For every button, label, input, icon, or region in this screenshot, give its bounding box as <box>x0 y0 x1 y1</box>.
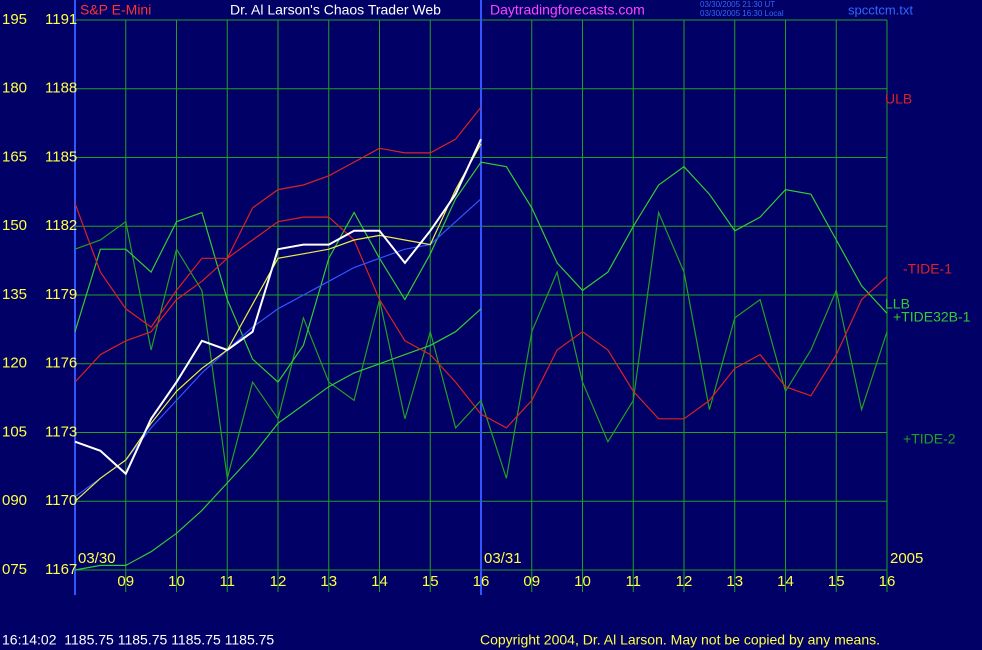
x-tick-label: 09 <box>117 573 134 590</box>
y2-tick-label: 1188 <box>45 80 77 97</box>
x-tick-label: 15 <box>422 573 439 590</box>
y-tick-label: 195 <box>2 11 27 28</box>
y-tick-label: 165 <box>2 148 27 165</box>
x-tick-label: 12 <box>676 573 693 590</box>
legend-label: +TIDE32B-1 <box>893 309 971 325</box>
instrument: S&P E-Mini <box>80 2 151 18</box>
legend-label: +TIDE-2 <box>903 431 956 447</box>
y2-tick-label: 1170 <box>45 492 77 509</box>
series-line <box>74 216 888 429</box>
y2-tick-label: 1179 <box>45 286 77 303</box>
y-tick-label: 180 <box>2 80 27 97</box>
y2-tick-label: 1191 <box>45 11 77 28</box>
x-tick-label: 10 <box>574 573 591 590</box>
y-tick-label: 120 <box>2 355 27 372</box>
website: Daytradingforecasts.com <box>490 2 645 18</box>
x-tick-label: 13 <box>726 573 743 590</box>
date-label: 03/31 <box>484 550 522 567</box>
y-tick-label: 075 <box>2 561 27 578</box>
labels: 075 090 105 120 135 150 165 180 195 1167 1170 1173 1… <box>2 11 971 590</box>
y2-tick-label: 1176 <box>45 355 77 372</box>
chart-title: Dr. Al Larson's Chaos Trader Web <box>230 2 441 18</box>
series-line <box>74 138 482 476</box>
timestamp: 03/30/2005 21:30 UT <box>700 0 775 9</box>
plot <box>74 106 888 571</box>
x-tick-label: 10 <box>168 573 185 590</box>
series-line <box>74 106 482 328</box>
y-tick-label: 105 <box>2 423 27 440</box>
y2-tick-label: 1167 <box>45 561 77 578</box>
x-tick-label: 11 <box>625 573 641 590</box>
x-tick-label: 09 <box>523 573 540 590</box>
x-tick-label: 14 <box>777 573 794 590</box>
series-line <box>74 210 888 479</box>
legend-label: LLB <box>885 296 910 312</box>
legend-label: -TIDE-1 <box>903 261 952 277</box>
y2-tick-label: 1173 <box>45 423 77 440</box>
y-tick-label: 135 <box>2 286 27 303</box>
series-line <box>74 161 888 384</box>
x-tick-label: 13 <box>320 573 337 590</box>
status: 16:14:02 1185.75 1185.75 1185.75 1185.75 <box>2 632 274 648</box>
y-tick-label: 090 <box>2 492 27 509</box>
x-tick-label: 16 <box>473 573 490 590</box>
x-tick-label: 11 <box>219 573 235 590</box>
copyright: Copyright 2004, Dr. Al Larson. May not b… <box>480 632 880 648</box>
x-tick-label: 12 <box>270 573 287 590</box>
x-tick-label: 16 <box>879 573 896 590</box>
x-tick-label: 14 <box>371 573 388 590</box>
file-name: spcctcm.txt <box>848 2 913 17</box>
y2-tick-label: 1185 <box>45 148 77 165</box>
timestamp: 03/30/2005 16:30 Local <box>700 9 784 18</box>
grid <box>74 0 888 595</box>
date-label: 03/30 <box>78 550 116 567</box>
y2-tick-label: 1182 <box>45 217 77 234</box>
legend-label: ULB <box>885 91 912 107</box>
x-tick-label: 15 <box>828 573 845 590</box>
year: 2005 <box>890 550 923 567</box>
series-line <box>74 308 482 571</box>
y-tick-label: 150 <box>2 217 27 234</box>
